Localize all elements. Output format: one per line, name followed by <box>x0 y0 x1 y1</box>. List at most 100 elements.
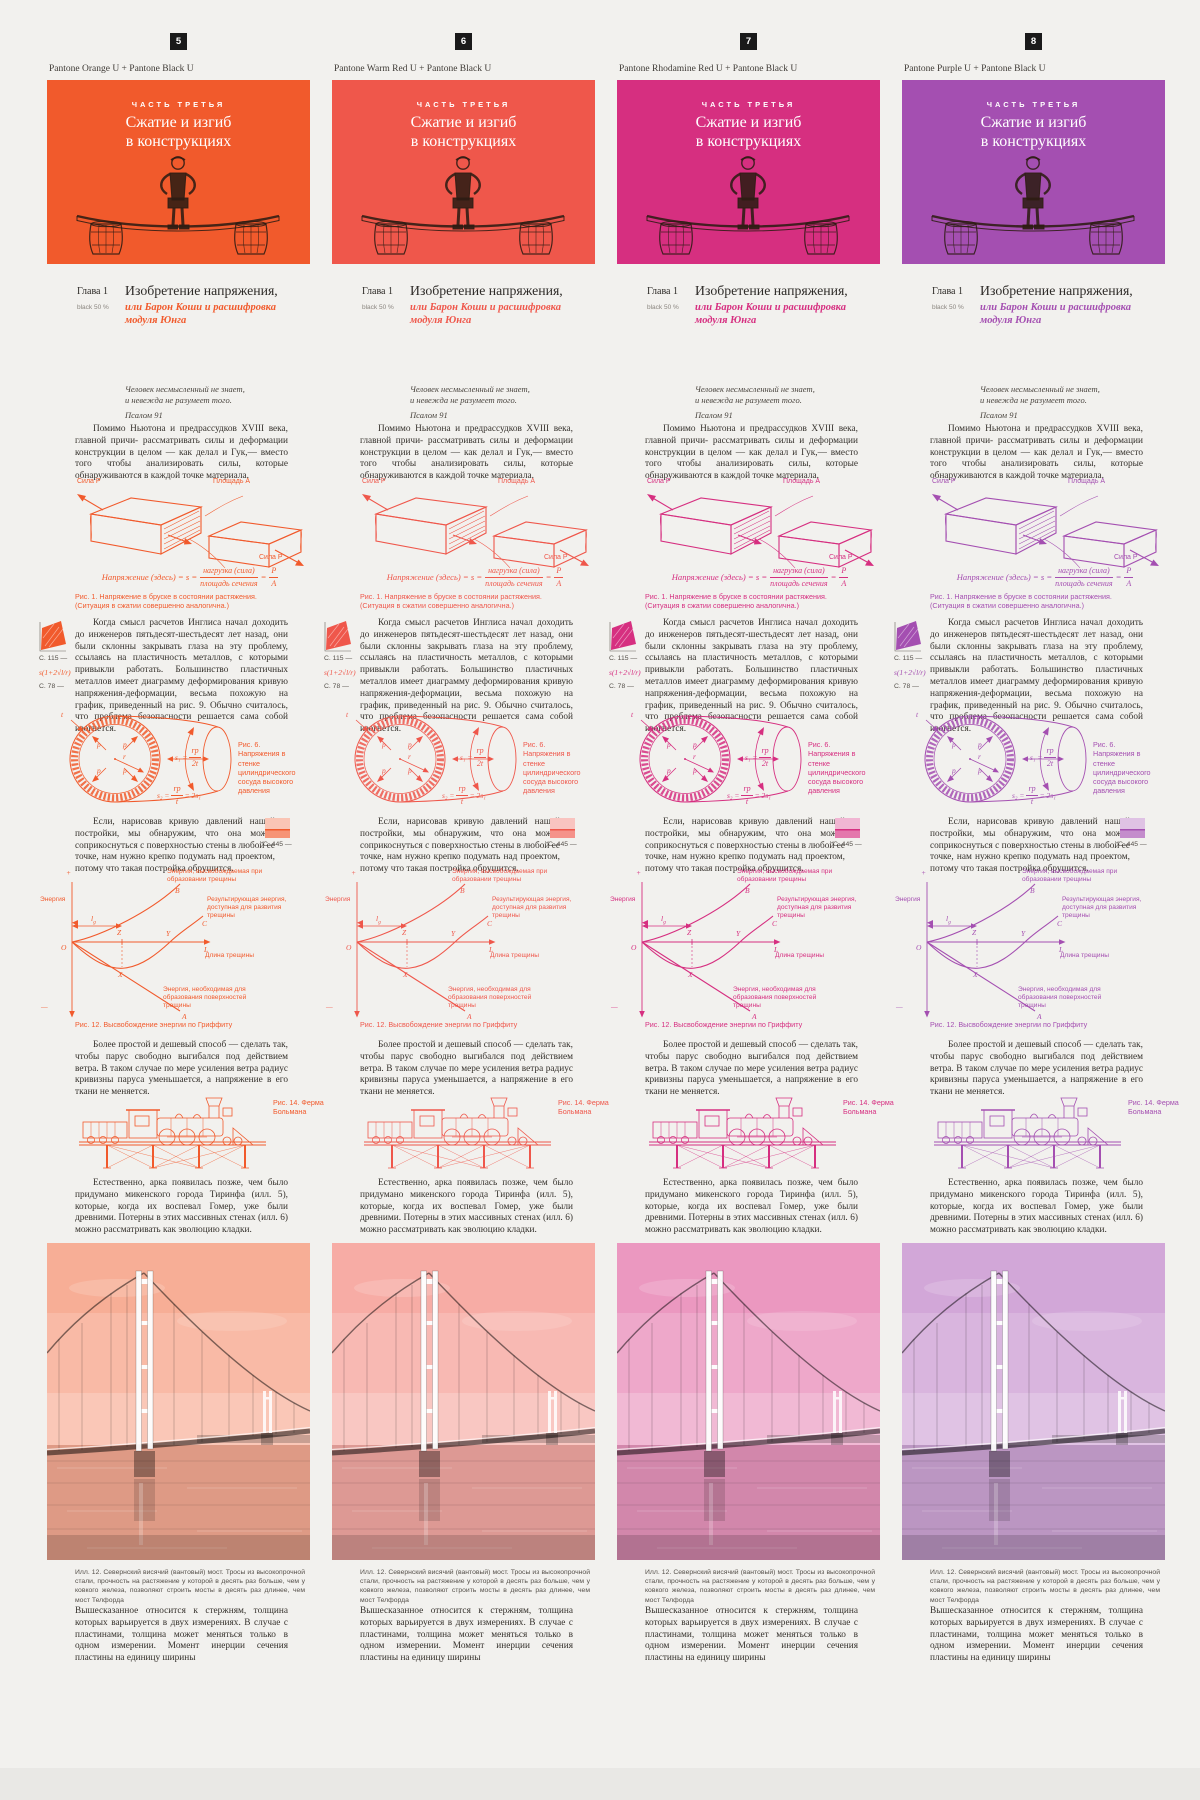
cover-page: ЧАСТЬ ТРЕТЬЯ Сжатие и изгиб в конструкция… <box>332 80 595 264</box>
chapter-subtitle: или Барон Коши и расшифровка модуля Юнга <box>695 302 846 326</box>
area-label: Площадь A <box>783 478 821 485</box>
body-paragraph-1: Помимо Ньютона и предрассудков XVIII век… <box>360 424 573 482</box>
margin-note-block: С. 115 — s(1+2√l/r) С. 78 — <box>39 620 75 691</box>
thickness-label: t <box>631 710 634 719</box>
margin-formula: s(1+2√l/r) <box>324 668 356 677</box>
curve-a-label: Энергия, необходимая для образования пов… <box>1018 986 1102 1010</box>
figure-stress-diagram: Сила P Площадь A Сила P Напряжение (здес… <box>360 478 590 588</box>
pressure-label-2: p <box>693 740 697 749</box>
curve-b-label: Энергия, высвобождаемая при образовании … <box>737 868 833 884</box>
x-axis-letter: L <box>204 945 209 954</box>
area-label: Площадь A <box>213 478 251 485</box>
pressure-label-2: p <box>978 740 982 749</box>
curve-a-label: Энергия, необходимая для образования пов… <box>163 986 247 1010</box>
force-label-top: Сила P <box>647 478 671 485</box>
photo-caption: Илл. 12. Севернский висячий (вантовый) м… <box>75 1569 305 1604</box>
pressure-label-4: p <box>978 766 982 775</box>
body-paragraph-6: Вышесказанное относится к стержням, толщ… <box>360 1606 573 1664</box>
curve-b-label: Энергия, высвобождаемая при образовании … <box>167 868 263 884</box>
y-axis-label: Энергия <box>40 896 66 903</box>
area-label: Площадь A <box>498 478 536 485</box>
point-y: Y <box>736 929 741 938</box>
epigraph-source: Псалом 91 <box>695 410 733 420</box>
figure-energy-graph: + — Энергия O Z X Y B C A L lg Энергия, … <box>325 866 590 1026</box>
figure6-caption: Рис. 6. Напряжения в стенке цилиндрическ… <box>1093 740 1151 796</box>
cylinder-drawing <box>69 715 232 803</box>
plus-sign: + <box>921 868 927 877</box>
margin-photo-thumbnail <box>835 818 860 838</box>
sheet-bottom-band <box>0 1768 1200 1800</box>
minus-sign: — <box>41 1002 48 1011</box>
body-paragraph-5: Естественно, арка появилась позже, чем б… <box>930 1178 1143 1236</box>
body-paragraph-2: Когда смысл расчетов Инглиса начал доход… <box>645 618 858 735</box>
origin-label: O <box>346 943 352 952</box>
point-c: C <box>772 919 778 928</box>
proof-column: 5 Pantone Orange U + Pantone Black U ЧАС… <box>39 0 324 1800</box>
point-a: A <box>182 1012 187 1021</box>
hoop-formula-2: s₂ = rp t = 2s₁ <box>1012 784 1056 806</box>
epigraph: Человек несмысленный не знает, и невежда… <box>695 384 815 420</box>
photo-caption: Илл. 12. Севернский висячий (вантовый) м… <box>645 1569 875 1604</box>
figure12-caption: Рис. 12. Высвобождение энергии по Гриффи… <box>360 1020 518 1029</box>
point-b: B <box>460 886 465 895</box>
point-z: Z <box>972 928 977 937</box>
page-number-badge: 6 <box>455 33 472 50</box>
stress-formula: Напряжение (здесь) = s = нагрузка (сила)… <box>671 566 849 588</box>
body-paragraph-1: Помимо Ньютона и предрассудков XVIII век… <box>930 424 1143 482</box>
body-paragraph-4: Более простой и дешевый способ — сделать… <box>930 1040 1143 1098</box>
body-paragraph-5: Естественно, арка появилась позже, чем б… <box>360 1178 573 1236</box>
pressure-label-1: p <box>382 740 386 749</box>
page-number-badge: 8 <box>1025 33 1042 50</box>
body-paragraph-6: Вышесказанное относится к стержням, толщ… <box>75 1606 288 1664</box>
origin-label: O <box>631 943 637 952</box>
radius-label: r <box>123 752 126 761</box>
curve-b-label: Энергия, высвобождаемая при образовании … <box>452 868 548 884</box>
stress-blocks-drawing <box>647 494 874 569</box>
hoop-formula-1: s₁ = rp 2t <box>175 746 201 768</box>
radius-label: r <box>693 752 696 761</box>
plus-sign: + <box>351 868 357 877</box>
figure6-caption: Рис. 6. Напряжения в стенке цилиндрическ… <box>238 740 296 796</box>
curve-a-label: Энергия, необходимая для образования пов… <box>733 986 817 1010</box>
cover-page: ЧАСТЬ ТРЕТЬЯ Сжатие и изгиб в конструкция… <box>47 80 310 264</box>
cover-kicker: ЧАСТЬ ТРЕТЬЯ <box>701 100 796 109</box>
body-paragraph-3: Если, нарисовав кривую давлений нашей по… <box>75 817 275 875</box>
page-ref-3: С. 445 — <box>263 841 292 848</box>
stress-blocks-drawing <box>932 494 1159 569</box>
figure-energy-graph: + — Энергия O Z X Y B C A L lg Энергия, … <box>40 866 305 1026</box>
epigraph: Человек несмысленный не знает, и невежда… <box>125 384 245 420</box>
y-axis-label: Энергия <box>895 896 921 903</box>
minus-sign: — <box>326 1002 333 1011</box>
figure-stress-diagram: Сила P Площадь A Сила P Напряжение (здес… <box>75 478 305 588</box>
page-number-badge: 5 <box>170 33 187 50</box>
chapter-label: Глава 1 <box>362 286 393 297</box>
chapter-label-block: Глава 1 black 50 % <box>77 286 123 311</box>
page-ref-1: С. 115 — <box>39 655 68 662</box>
figure-bollman-truss: Рис. 14. Ферма Больмана <box>930 1090 1179 1175</box>
cylinder-drawing <box>924 715 1087 803</box>
body-paragraph-2: Когда смысл расчетов Инглиса начал доход… <box>930 618 1143 735</box>
margin-thumbnail-icon <box>894 621 921 652</box>
figure-energy-graph: + — Энергия O Z X Y B C A L lg Энергия, … <box>895 866 1160 1026</box>
force-label-top: Сила P <box>77 478 101 485</box>
body-paragraph-2: Когда смысл расчетов Инглиса начал доход… <box>75 618 288 735</box>
figure1-caption: Рис. 1. Напряжение в бруске в состоянии … <box>645 592 827 611</box>
pressure-label-1: p <box>667 740 671 749</box>
curve-c-label: Результирующая энергия, доступная для ра… <box>492 896 572 920</box>
margin-photo-thumbnail <box>265 818 290 838</box>
margin-thumbnail-icon <box>324 621 351 652</box>
chapter-subtitle: или Барон Коши и расшифровка модуля Юнга <box>980 302 1131 326</box>
figure1-caption: Рис. 1. Напряжение в бруске в состоянии … <box>75 592 257 611</box>
strongman-illustration <box>931 156 1135 255</box>
chapter-label: Глава 1 <box>647 286 678 297</box>
strongman-illustration <box>361 156 565 255</box>
photo-caption: Илл. 12. Севернский висячий (вантовый) м… <box>360 1569 590 1604</box>
ink-note: black 50 % <box>77 304 109 311</box>
body-paragraph-3: Если, нарисовав кривую давлений нашей по… <box>645 817 845 875</box>
point-a: A <box>1037 1012 1042 1021</box>
page-ref-1: С. 115 — <box>324 655 353 662</box>
page-ref-2: С. 78 — <box>609 683 634 690</box>
page-ref-2: С. 78 — <box>894 683 919 690</box>
force-label-bottom: Сила P <box>259 554 283 561</box>
